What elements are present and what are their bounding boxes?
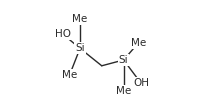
Text: Si: Si	[75, 43, 85, 53]
Text: Me: Me	[116, 86, 131, 96]
Text: Me: Me	[72, 14, 88, 24]
Text: Me: Me	[131, 38, 146, 47]
Text: HO: HO	[55, 29, 71, 39]
Text: OH: OH	[133, 78, 149, 88]
Text: Si: Si	[119, 55, 128, 65]
Text: Me: Me	[62, 70, 77, 80]
